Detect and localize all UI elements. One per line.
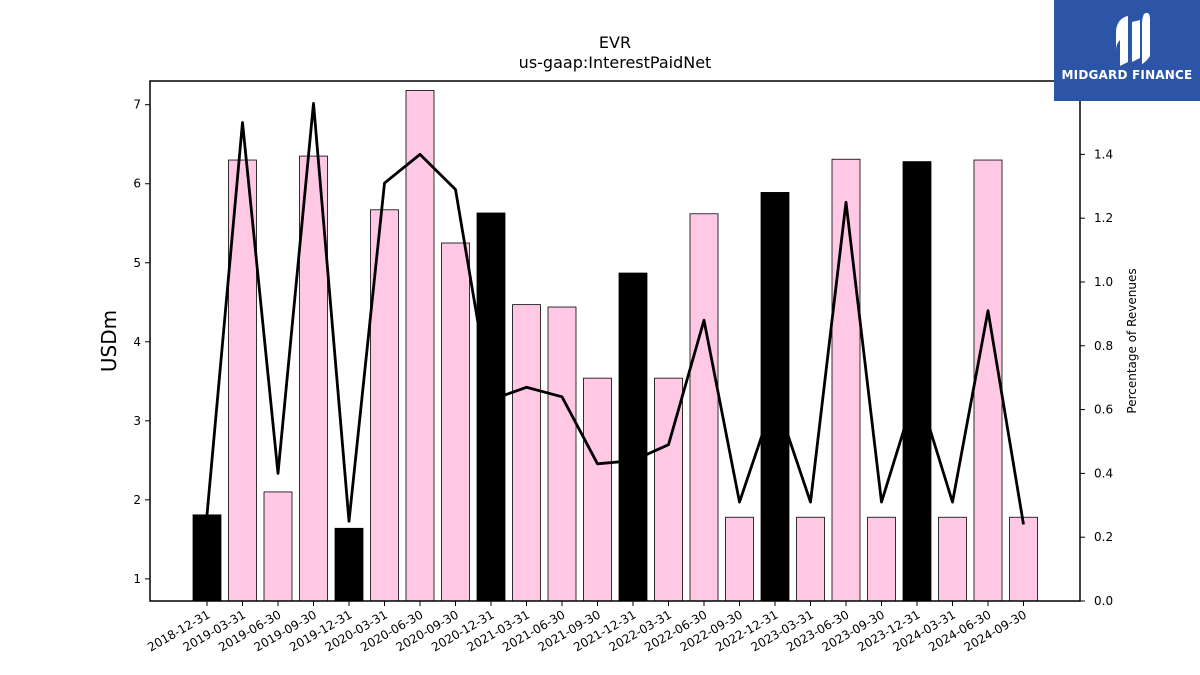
bar xyxy=(441,242,470,602)
bar xyxy=(583,377,612,602)
chart-title: EVR xyxy=(599,33,631,52)
left-axis: 1 2 3 4 5 6 7 xyxy=(133,98,150,586)
bar xyxy=(476,212,506,602)
right-axis: 0.0 0.2 0.4 0.6 0.8 1.0 1.2 1.4 xyxy=(1080,147,1113,608)
y-axis-label-right: Percentage of Revenues xyxy=(1125,268,1139,413)
bar xyxy=(299,155,328,602)
y-tick-right-label: 0.8 xyxy=(1094,339,1113,353)
y-tick-right-label: 1.0 xyxy=(1094,275,1113,289)
plot-frame xyxy=(149,80,1081,602)
y-tick-right-label: 0.0 xyxy=(1094,594,1113,608)
bar xyxy=(973,159,1003,602)
logo-mark-icon xyxy=(1116,12,1150,66)
bar xyxy=(618,272,648,602)
x-axis: 2018-12-312019-03-312019-06-302019-09-30… xyxy=(145,601,1029,654)
y-tick-label: 4 xyxy=(133,335,141,349)
bar xyxy=(512,304,541,602)
y-tick-label: 3 xyxy=(133,414,141,428)
line-series xyxy=(205,101,1025,525)
bar xyxy=(1009,516,1038,602)
bar xyxy=(938,516,967,602)
line-path xyxy=(205,101,1025,525)
y-axis-label-left: USDm xyxy=(97,310,121,372)
y-tick-label: 7 xyxy=(133,98,141,112)
y-tick-label: 5 xyxy=(133,256,141,270)
bar xyxy=(334,527,364,602)
y-tick-label: 6 xyxy=(133,177,141,191)
bar xyxy=(192,514,222,602)
bar-series xyxy=(192,90,1038,602)
bar xyxy=(689,213,719,602)
bar xyxy=(867,516,896,602)
y-tick-label: 2 xyxy=(133,493,141,507)
brand-logo: MIDGARD FINANCE xyxy=(1054,0,1200,101)
bar xyxy=(831,158,861,602)
y-tick-right-label: 0.6 xyxy=(1094,403,1113,417)
y-tick-label: 1 xyxy=(133,572,141,586)
y-tick-right-label: 0.4 xyxy=(1094,466,1113,480)
bar xyxy=(796,516,825,602)
logo-text: MIDGARD FINANCE xyxy=(1061,68,1193,82)
y-tick-right-label: 1.2 xyxy=(1094,211,1113,225)
y-tick-right-label: 1.4 xyxy=(1094,147,1113,161)
bar xyxy=(725,516,754,602)
bar xyxy=(263,491,293,602)
y-tick-right-label: 0.2 xyxy=(1094,530,1113,544)
bar xyxy=(902,161,932,602)
bar xyxy=(405,90,435,602)
chart-subtitle: us-gaap:InterestPaidNet xyxy=(519,53,712,72)
bar xyxy=(547,306,577,602)
